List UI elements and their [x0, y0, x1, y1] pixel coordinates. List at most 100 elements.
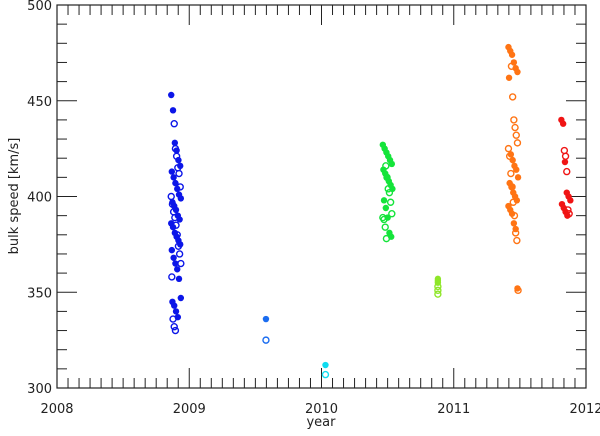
open-point: [510, 116, 518, 124]
filled-point: [177, 294, 185, 302]
open-point: [511, 229, 520, 237]
open-point: [434, 286, 442, 295]
filled-point: [508, 51, 516, 58]
open-point: [513, 236, 521, 245]
filled-point: [177, 195, 185, 202]
series-3: [379, 141, 396, 243]
filled-point: [172, 260, 179, 267]
filled-point: [171, 302, 178, 309]
filled-point: [382, 204, 390, 212]
series-0: [167, 91, 185, 335]
open-point: [167, 192, 175, 201]
open-point: [564, 206, 572, 214]
open-point: [384, 185, 392, 193]
x-tick-label: 2011: [437, 402, 470, 417]
filled-point: [170, 254, 177, 261]
axes: 2008 2009 2010 2011 2012 300 350 400 450 500: [27, 0, 600, 417]
open-point: [505, 152, 514, 160]
filled-point: [171, 139, 179, 147]
open-point: [174, 242, 183, 250]
open-point: [561, 152, 570, 160]
series-6: [558, 116, 574, 219]
open-point: [510, 211, 519, 220]
open-point: [321, 370, 330, 379]
open-point: [514, 286, 522, 295]
open-point: [563, 167, 571, 176]
open-point: [170, 120, 178, 128]
filled-point: [168, 91, 175, 99]
filled-point: [174, 266, 181, 273]
open-point: [176, 183, 184, 191]
open-point: [380, 215, 388, 224]
open-point: [508, 183, 516, 191]
x-tick-label: 2009: [173, 402, 206, 417]
filled-point: [559, 120, 567, 127]
open-point: [381, 223, 389, 231]
open-point: [262, 336, 270, 344]
open-point: [168, 200, 177, 208]
x-axis-label: year: [306, 415, 336, 430]
open-point: [171, 213, 179, 222]
filled-point: [169, 107, 177, 114]
open-point: [173, 231, 181, 239]
open-point: [172, 221, 180, 229]
filled-point: [175, 156, 182, 164]
y-tick-label: 300: [27, 382, 52, 397]
open-point: [172, 152, 181, 160]
open-point: [434, 290, 442, 298]
open-point: [508, 93, 517, 101]
open-point: [175, 169, 183, 178]
open-point: [168, 273, 176, 281]
open-point: [388, 210, 396, 218]
open-point: [382, 162, 390, 170]
open-point: [507, 169, 515, 178]
filled-point: [513, 197, 521, 204]
filled-point: [567, 197, 574, 204]
open-point: [511, 123, 519, 132]
y-tick-label: 450: [27, 95, 52, 110]
data-points: [167, 43, 574, 379]
filled-point: [175, 275, 183, 283]
open-point: [169, 315, 177, 323]
open-point: [507, 62, 516, 70]
open-point: [382, 234, 391, 243]
series-1: [262, 315, 270, 344]
x-tick-label: 2012: [569, 402, 600, 417]
open-point: [171, 144, 180, 153]
open-point: [434, 282, 442, 291]
filled-point: [388, 160, 396, 168]
open-point: [383, 173, 391, 182]
x-tick-label: 2008: [40, 402, 73, 417]
open-point: [386, 198, 395, 206]
open-point: [509, 198, 517, 206]
filled-point: [380, 197, 388, 204]
open-point: [385, 188, 394, 197]
open-point: [170, 323, 178, 331]
y-tick-label: 400: [27, 191, 52, 206]
filled-point: [514, 174, 522, 181]
series-5: [504, 43, 522, 295]
y-tick-label: 350: [27, 286, 52, 301]
filled-point: [513, 166, 520, 173]
x-tick-label: 2010: [305, 402, 338, 417]
y-tick-label: 500: [27, 0, 52, 14]
open-point: [171, 326, 180, 335]
filled-point: [262, 315, 270, 323]
filled-point: [172, 308, 180, 315]
open-point: [513, 139, 522, 147]
series-4: [434, 275, 442, 298]
open-point: [175, 250, 184, 258]
filled-point: [170, 174, 177, 181]
filled-point: [168, 168, 176, 175]
open-point: [512, 131, 520, 139]
open-point: [504, 144, 513, 153]
filled-point: [510, 220, 518, 227]
filled-point: [561, 158, 569, 166]
series-2: [321, 361, 330, 379]
y-axis-label: bulk speed [km/s]: [7, 138, 22, 255]
open-point: [177, 259, 185, 268]
plot-frame: [56, 4, 587, 389]
filled-point: [322, 361, 329, 369]
filled-point: [168, 246, 176, 254]
